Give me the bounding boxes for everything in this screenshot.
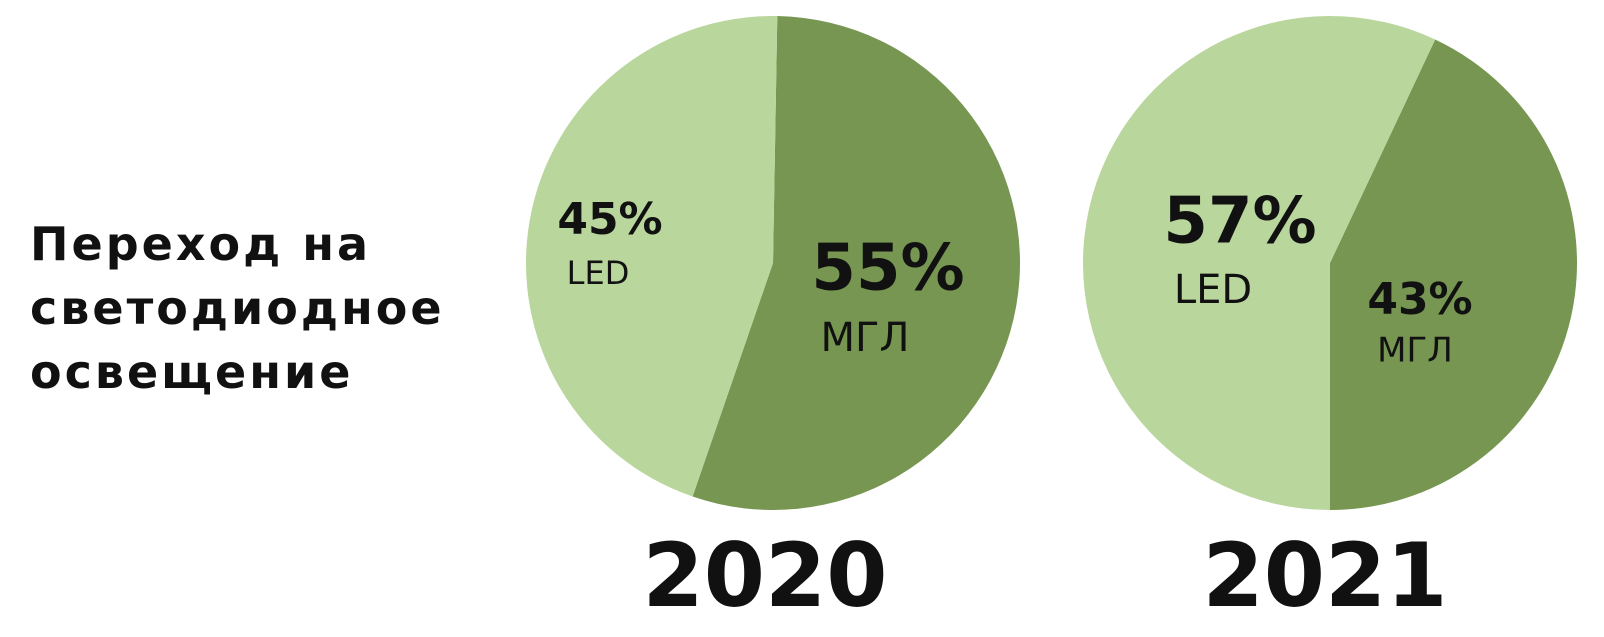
- category-label: МГЛ: [821, 315, 910, 361]
- chart-title: 2021: [1203, 524, 1448, 627]
- value-label: 43%: [1367, 274, 1472, 325]
- pie-slice: [1330, 39, 1577, 510]
- pie-slice: [526, 16, 778, 497]
- value-label: 45%: [557, 194, 662, 245]
- value-label: 57%: [1163, 185, 1316, 259]
- heading: Переход на светодиодное освещение: [30, 217, 445, 399]
- pie-slice: [692, 16, 1021, 511]
- chart-title: 2020: [643, 524, 888, 627]
- category-label: LED: [1174, 267, 1252, 313]
- category-label: МГЛ: [1377, 331, 1453, 371]
- pie-slice: [1082, 15, 1436, 511]
- category-label: LED: [567, 254, 630, 292]
- value-label: 55%: [811, 232, 964, 306]
